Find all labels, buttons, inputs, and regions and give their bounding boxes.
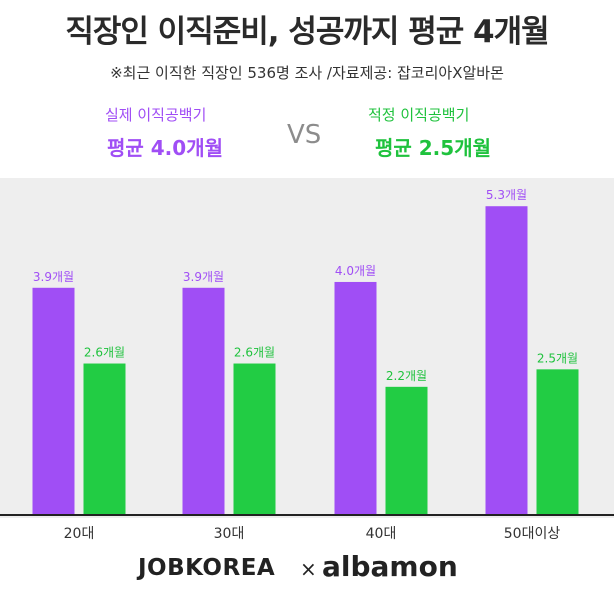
data-label-actual-0: 3.9개월 [33, 270, 74, 284]
data-label-actual-3: 5.3개월 [486, 188, 527, 202]
bar-proper-3 [536, 369, 579, 515]
x-tick-label-2: 40대 [366, 526, 397, 542]
bar-actual-0 [32, 287, 75, 515]
data-label-proper-3: 2.5개월 [537, 351, 578, 365]
page-subtitle: ※최근 이직한 직장인 536명 조사 /자료제공: 잡코리아X알바몬 [110, 64, 504, 82]
x-tick-label-1: 30대 [214, 526, 245, 542]
data-label-proper-2: 2.2개월 [386, 369, 427, 383]
actual-gap-value: 평균 4.0개월 [107, 136, 223, 160]
page-title: 직장인 이직준비, 성공까지 평균 4개월 [65, 14, 549, 50]
proper-gap-label: 적정 이직공백기 [368, 106, 470, 124]
bar-proper-0 [83, 363, 126, 515]
data-label-actual-2: 4.0개월 [335, 264, 376, 278]
times-sign: × [300, 557, 317, 581]
jobkorea-logo: JOBKOREA [138, 555, 276, 581]
x-tick-label-0: 20대 [64, 526, 95, 542]
bar-proper-1 [233, 363, 276, 515]
bar-proper-2 [385, 386, 428, 515]
x-tick-label-3: 50대이상 [504, 526, 561, 542]
comparison-panel [0, 96, 614, 178]
data-label-actual-1: 3.9개월 [183, 270, 224, 284]
proper-gap-value: 평균 2.5개월 [375, 136, 491, 160]
albamon-logo: albamon [322, 550, 458, 583]
bar-actual-1 [182, 287, 225, 515]
data-label-proper-1: 2.6개월 [234, 346, 275, 360]
actual-gap-label: 실제 이직공백기 [105, 106, 207, 124]
bar-actual-2 [334, 281, 377, 515]
data-label-proper-0: 2.6개월 [84, 346, 125, 360]
vs-label: VS [287, 120, 322, 150]
bar-actual-3 [485, 206, 528, 515]
